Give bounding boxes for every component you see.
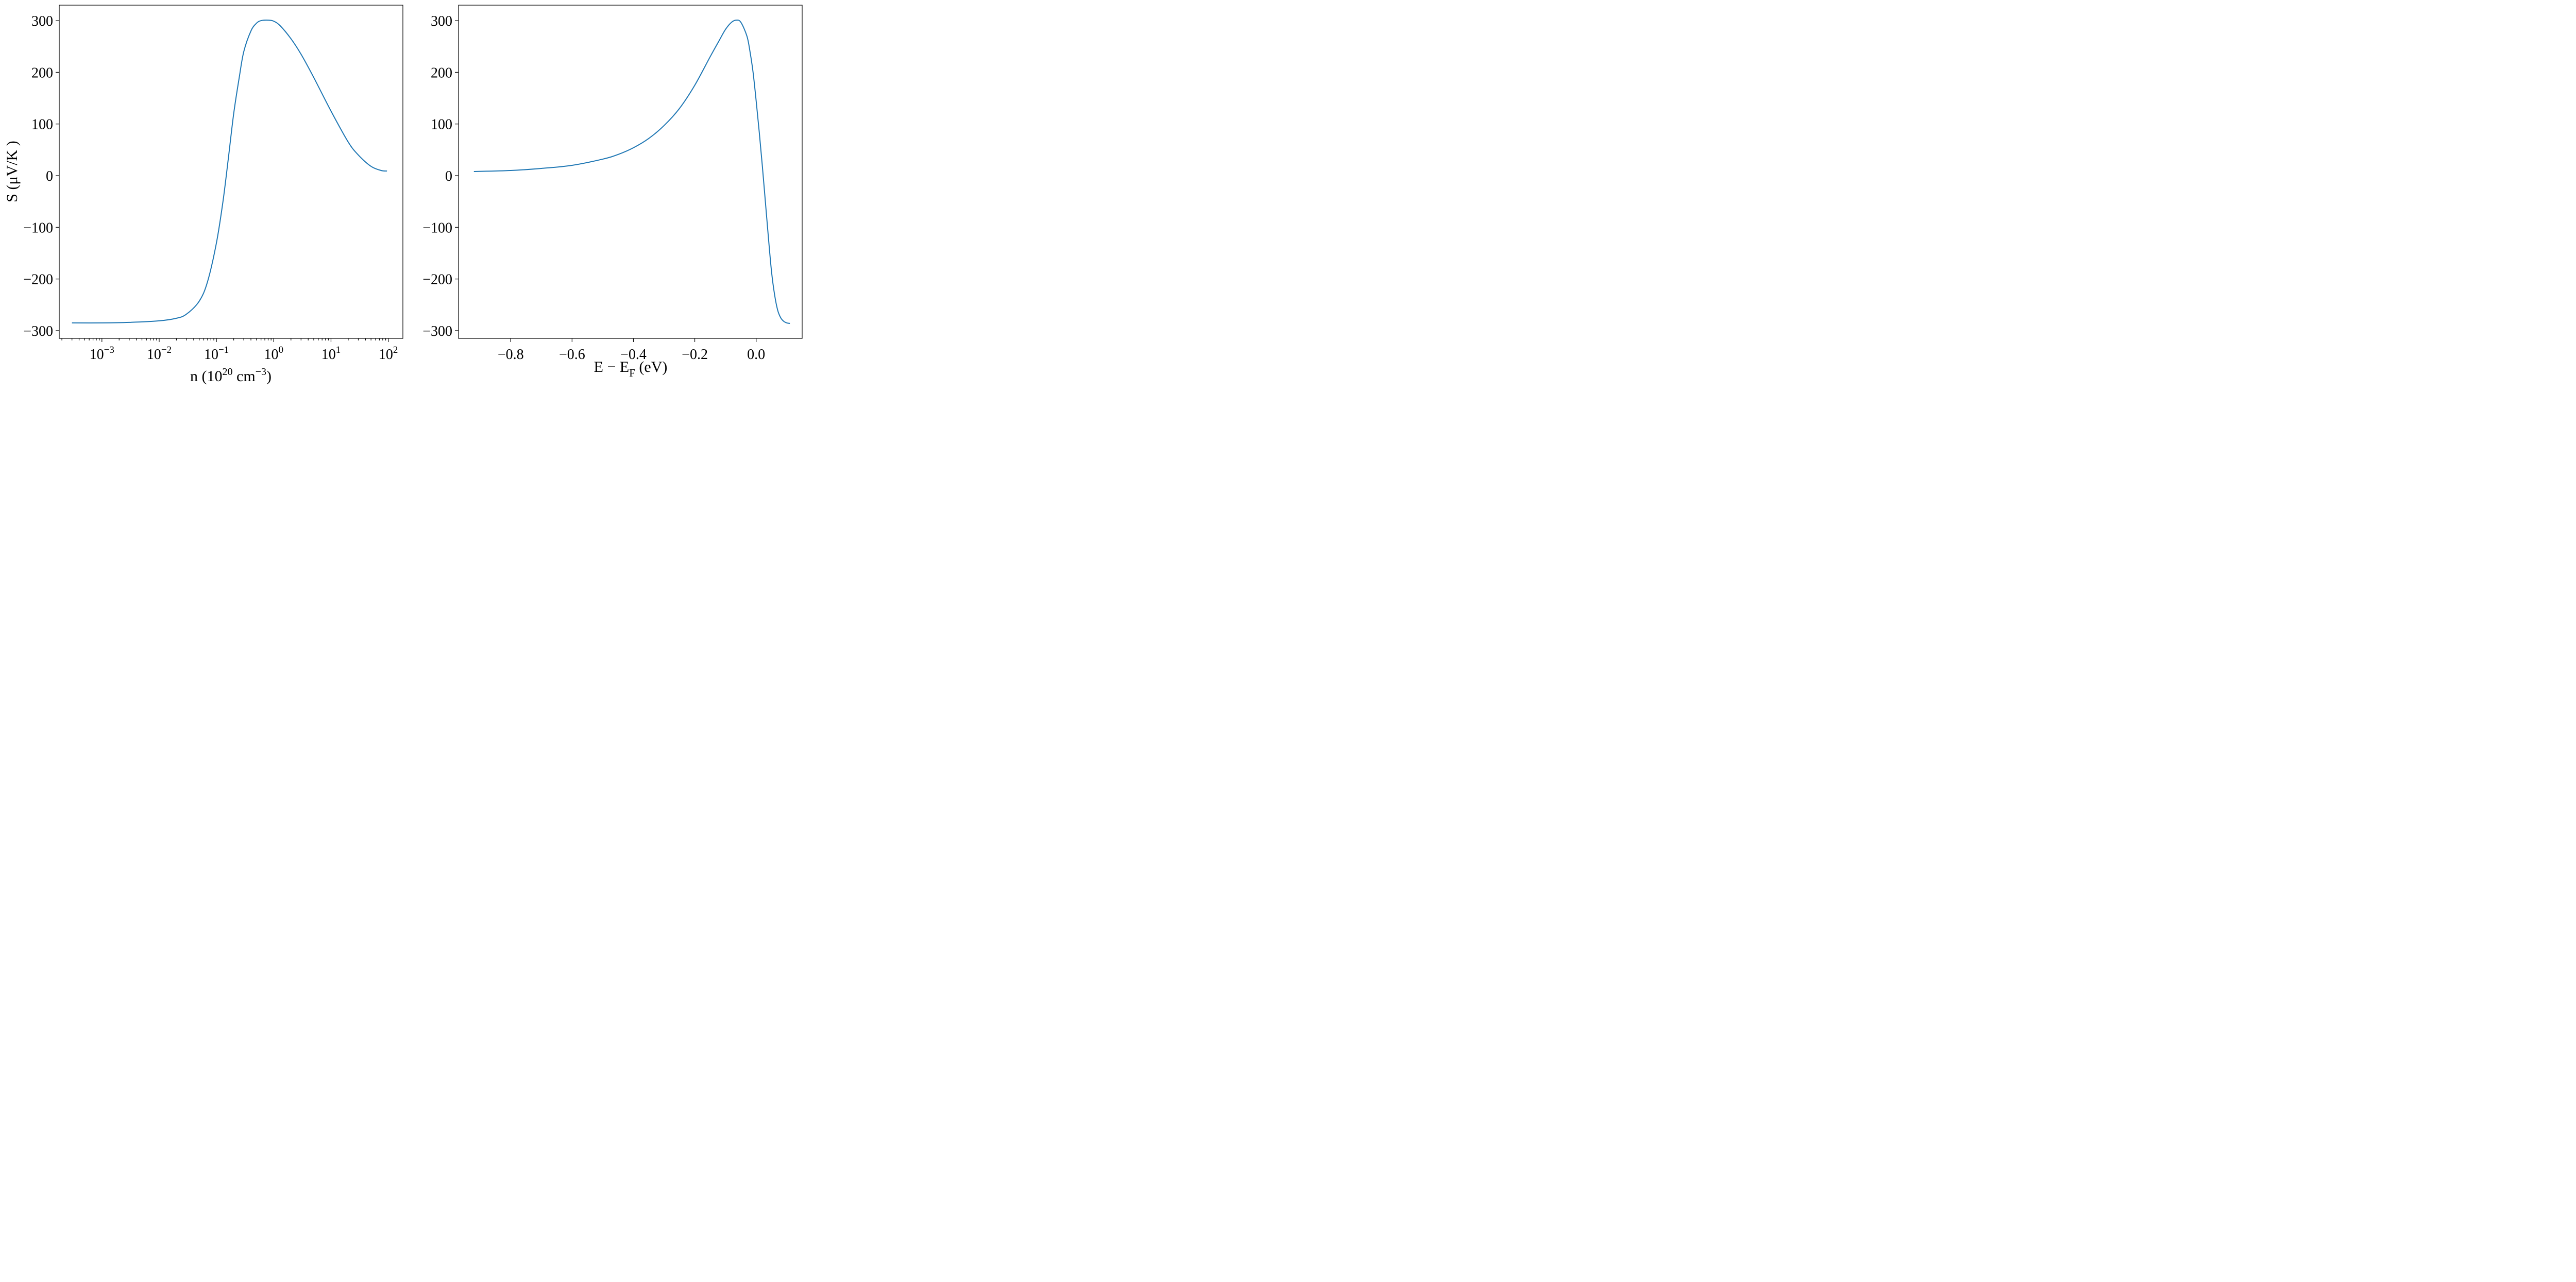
x-tick-label-0-4: 101 [321, 345, 341, 363]
y-tick-label-1-4: 100 [431, 117, 452, 133]
y-tick-label-0-1: −200 [23, 272, 53, 288]
y-tick-label-0-4: 100 [31, 117, 53, 133]
y-tick-label-0-6: 300 [31, 13, 53, 29]
x-tick-label-1-1: −0.6 [559, 347, 585, 363]
figure: −300 −200 −100 0 100 200 300 10−3 10−2 10−1 100 101… [4, 5, 803, 385]
right-panel: −300 −200 −100 0 100 200 300 −0.8 −0.6 −0.4 −0.2 0.… [422, 5, 803, 379]
left-ticks: −300 −200 −100 0 100 200 300 10−3 10−2 10−1 100 101… [23, 13, 398, 363]
x-tick-label-0-5: 102 [379, 345, 398, 363]
x-tick-label-0-0: 10−3 [90, 345, 114, 363]
left-series-line [72, 20, 387, 323]
y-tick-label-1-6: 300 [431, 13, 452, 29]
left-panel: −300 −200 −100 0 100 200 300 10−3 10−2 10−1 100 101… [4, 5, 403, 385]
left-y-axis-label: S (μV/K ) [4, 141, 21, 202]
y-tick-label-1-5: 200 [431, 65, 452, 81]
x-tick-label-1-2: −0.4 [620, 347, 647, 363]
x-tick-label-0-2: 10−1 [204, 345, 229, 363]
y-tick-label-1-3: 0 [445, 168, 452, 184]
y-tick-label-0-3: 0 [46, 168, 53, 184]
y-tick-label-1-2: −100 [422, 220, 452, 236]
right-x-axis-label: E − EF (eV) [594, 358, 668, 379]
x-tick-label-1-0: −0.8 [498, 347, 524, 363]
left-x-axis-label: n (1020 cm−3) [190, 366, 272, 385]
y-tick-label-1-0: −300 [422, 323, 452, 339]
x-tick-label-0-3: 100 [264, 345, 284, 363]
y-tick-label-0-2: −100 [23, 220, 53, 236]
x-tick-label-0-1: 10−2 [147, 345, 172, 363]
left-plot-frame [59, 5, 403, 339]
x-tick-label-1-4: 0.0 [747, 347, 765, 363]
right-series-line [473, 19, 790, 324]
x-tick-label-1-3: −0.2 [682, 347, 708, 363]
y-tick-label-0-0: −300 [23, 323, 53, 339]
y-tick-label-1-1: −200 [422, 272, 452, 288]
y-tick-label-0-5: 200 [31, 65, 53, 81]
right-ticks: −300 −200 −100 0 100 200 300 −0.8 −0.6 −0.4 −0.2 0.… [422, 13, 765, 363]
right-plot-frame [458, 5, 803, 339]
